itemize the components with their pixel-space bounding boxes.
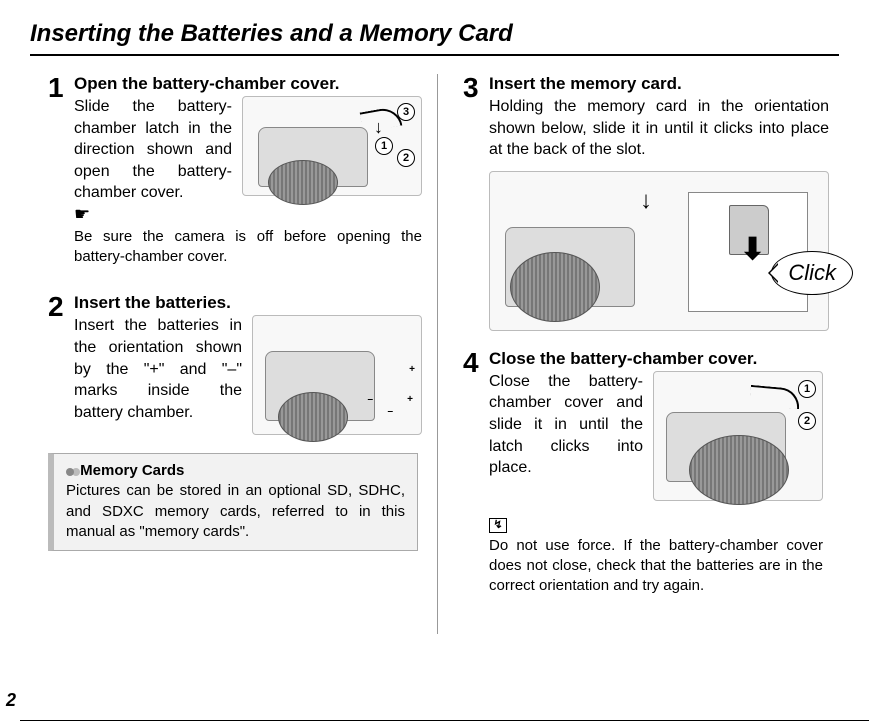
step-body: Insert the memory card. Holding the memo… [489, 74, 829, 331]
step-number: 1 [48, 74, 74, 279]
step-number: 3 [463, 74, 489, 331]
lens-icon [278, 392, 348, 442]
illustration-open-cover: ↓ 1 2 3 [242, 96, 422, 196]
info-box-title: Memory Cards [66, 462, 405, 479]
callout-2-icon: 2 [397, 149, 415, 167]
step-title: Insert the memory card. [489, 74, 829, 94]
step-body: Close the battery-chamber cover. Close t… [489, 349, 823, 609]
right-column: 3 Insert the memory card. Holding the me… [438, 74, 828, 634]
note-text: Be sure the camera is off before opening… [74, 227, 422, 268]
click-callout: Click [771, 251, 853, 295]
step-row: Close the battery-chamber cover and slid… [489, 371, 823, 501]
callout-1-icon: 1 [798, 380, 816, 398]
title-bar: Inserting the Batteries and a Memory Car… [30, 20, 839, 56]
step-2: 2 Insert the batteries. Insert the batte… [48, 293, 422, 435]
polarity-plus-icon: + [409, 364, 415, 375]
step-3: 3 Insert the memory card. Holding the me… [463, 74, 823, 331]
arrow-arc-icon [749, 385, 801, 409]
pointer-icon: ☛ [74, 204, 90, 225]
step-number: 2 [48, 293, 74, 435]
lens-icon [268, 160, 338, 205]
page-number: 2 [6, 690, 16, 711]
memory-cards-info-box: Memory Cards Pictures can be stored in a… [48, 453, 418, 551]
step-text: Slide the battery-chamber latch in the d… [74, 96, 232, 204]
info-box-text: Pictures can be stored in an optional SD… [66, 481, 405, 542]
callout-2-icon: 2 [798, 412, 816, 430]
illustration-close-cover: 1 2 [653, 371, 823, 501]
step-title: Insert the batteries. [74, 293, 422, 313]
step-number: 4 [463, 349, 489, 609]
illustration-insert-card: ↓ ⬇ Click [489, 171, 829, 331]
step-1: 1 Open the battery-chamber cover. Slide … [48, 74, 422, 279]
callout-1-icon: 1 [375, 137, 393, 155]
illustration-insert-batteries: + + – – [252, 315, 422, 435]
content-columns: 1 Open the battery-chamber cover. Slide … [30, 74, 839, 634]
step-row: Insert the batteries in the orientation … [74, 315, 422, 435]
step-text: Insert the batteries in the orientation … [74, 315, 242, 423]
arrow-down-bold-icon: ⬇ [740, 232, 765, 267]
step-body: Insert the batteries. Insert the batteri… [74, 293, 422, 435]
arrow-down-icon: ↓ [374, 117, 383, 138]
polarity-minus-icon: – [387, 406, 393, 417]
polarity-minus-icon: – [367, 394, 373, 405]
page: Inserting the Batteries and a Memory Car… [0, 0, 869, 723]
lens-icon [510, 252, 600, 322]
caution-icon: ↯ [489, 518, 507, 533]
page-title: Inserting the Batteries and a Memory Car… [30, 20, 839, 48]
step-title: Open the battery-chamber cover. [74, 74, 422, 94]
callout-3-icon: 3 [397, 103, 415, 121]
step-body: Open the battery-chamber cover. Slide th… [74, 74, 422, 279]
caution-text: Do not use force. If the battery-chamber… [489, 536, 823, 597]
arrow-down-icon: ↓ [640, 187, 652, 215]
step-text: Holding the memory card in the orientati… [489, 96, 829, 161]
step-4: 4 Close the battery-chamber cover. Close… [463, 349, 823, 609]
step-title: Close the battery-chamber cover. [489, 349, 823, 369]
step-text: Close the battery-chamber cover and slid… [489, 371, 643, 479]
lens-icon [689, 435, 789, 505]
polarity-plus-icon: + [407, 394, 413, 405]
left-column: 1 Open the battery-chamber cover. Slide … [48, 74, 438, 634]
step-row: Slide the battery-chamber latch in the d… [74, 96, 422, 204]
